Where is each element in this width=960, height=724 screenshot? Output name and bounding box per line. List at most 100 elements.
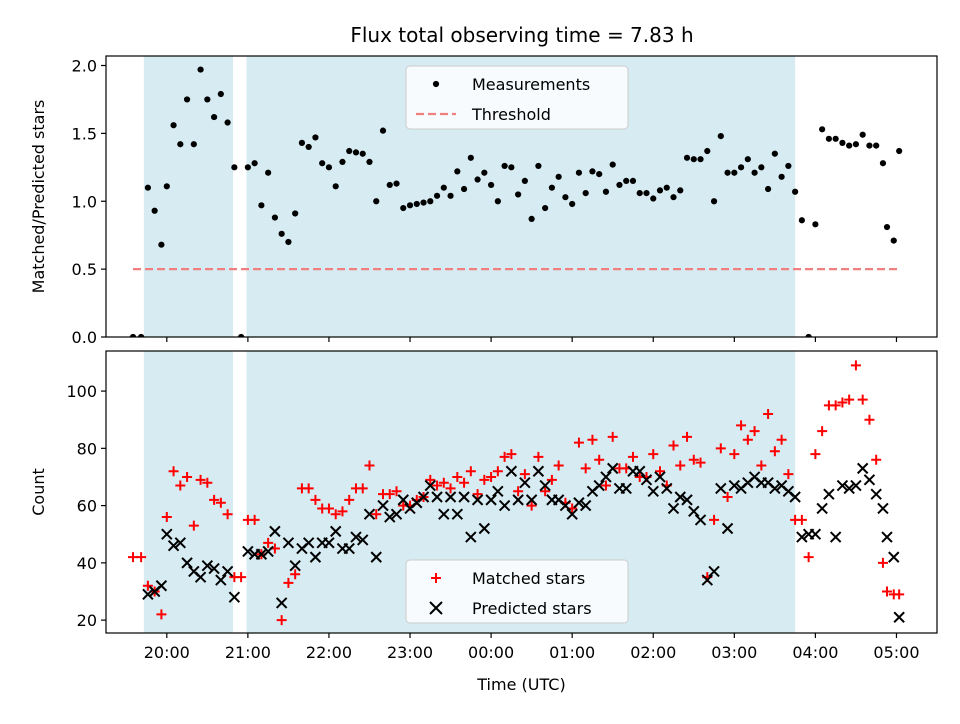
- predicted-star-marker: [255, 548, 268, 560]
- predicted-star-marker: [194, 571, 207, 583]
- measurement-point: [501, 162, 508, 170]
- matched-star-marker: [303, 483, 314, 494]
- predicted-star-marker: [262, 545, 274, 558]
- predicted-star-marker: [573, 497, 585, 509]
- matched-star-marker: [263, 537, 274, 548]
- matched-star-marker: [330, 509, 341, 520]
- measurement-point: [582, 190, 589, 197]
- measurement-point: [373, 198, 380, 205]
- predicted-star-marker: [606, 462, 619, 475]
- predicted-star-marker: [167, 539, 180, 552]
- matched-star-marker: [479, 474, 490, 485]
- measurement-point: [609, 161, 616, 168]
- predicted-star-marker: [881, 531, 893, 543]
- legend-marker-matched: [431, 573, 441, 583]
- measurement-point: [535, 162, 542, 170]
- legend-label: Predicted stars: [472, 599, 592, 618]
- matched-star-marker: [156, 609, 167, 620]
- y-tick-label: 0.0: [72, 328, 97, 347]
- legend-box: [405, 65, 629, 130]
- legend-label: Measurements: [472, 75, 590, 94]
- measurement-point: [244, 164, 251, 171]
- predicted-star-marker: [559, 499, 572, 512]
- matched-star-marker: [580, 463, 591, 474]
- matched-star-marker: [830, 400, 841, 411]
- x-tick-label: 01:00: [549, 643, 595, 662]
- predicted-star-marker: [329, 525, 342, 538]
- measurement-point: [751, 169, 758, 176]
- predicted-star-marker: [647, 485, 659, 497]
- y-tick-label: 80: [77, 439, 97, 458]
- measurement-point: [312, 134, 319, 141]
- measurement-point: [896, 147, 903, 155]
- matched-star-marker: [607, 431, 618, 442]
- predicted-star-marker: [512, 494, 524, 506]
- measurement-point: [812, 221, 819, 228]
- predicted-star-marker: [769, 482, 781, 495]
- predicted-star-marker: [242, 545, 254, 558]
- x-tick-label: 23:00: [387, 643, 433, 662]
- matched-star-marker: [655, 466, 665, 477]
- measurement-point: [623, 177, 630, 184]
- predicted-star-marker: [444, 491, 457, 503]
- measurement-point: [764, 185, 772, 193]
- legend-label: Matched stars: [472, 569, 585, 588]
- measurement-point: [231, 164, 238, 171]
- y-axis-label: Matched/Predicted stars: [29, 100, 48, 294]
- predicted-star-marker: [701, 574, 714, 586]
- observing-span: [143, 351, 234, 633]
- matched-star-marker: [209, 494, 220, 505]
- predicted-star-marker: [681, 494, 693, 506]
- measurement-point: [643, 190, 650, 197]
- matched-star-marker: [391, 486, 402, 497]
- x-tick-label: 22:00: [306, 643, 352, 662]
- measurement-point: [710, 198, 718, 205]
- predicted-star-marker: [397, 494, 409, 506]
- predicted-star-marker: [600, 471, 612, 483]
- measurement-point: [460, 185, 468, 193]
- predicted-star-marker: [458, 491, 470, 503]
- matched-star-marker: [323, 503, 334, 514]
- measurement-point: [420, 199, 427, 206]
- matched-star-marker: [715, 443, 726, 454]
- matched-star-marker: [756, 460, 767, 471]
- measurement-point: [663, 184, 670, 191]
- measurement-point: [258, 202, 265, 209]
- predicted-star-marker: [888, 551, 900, 563]
- predicted-star-marker: [789, 491, 801, 503]
- predicted-star-marker: [275, 597, 288, 609]
- measurement-point: [379, 127, 387, 134]
- measurement-point: [596, 171, 603, 178]
- measurement-point: [589, 168, 596, 175]
- measurement-point: [569, 200, 576, 208]
- matched-star-marker: [877, 557, 888, 568]
- matched-star-marker: [202, 477, 213, 488]
- matched-star-marker: [357, 483, 368, 494]
- predicted-star-marker: [323, 537, 335, 549]
- predicted-star-marker: [370, 551, 382, 563]
- measurement-point: [704, 147, 711, 155]
- predicted-star-marker: [877, 502, 889, 515]
- predicted-star-marker: [465, 531, 477, 543]
- matched-star-marker: [546, 474, 557, 485]
- measurement-point: [487, 181, 495, 189]
- predicted-star-marker: [208, 562, 220, 575]
- matched-star-marker: [465, 466, 476, 477]
- matched-star-marker: [283, 577, 294, 588]
- measurement-point: [481, 169, 488, 176]
- measurement-point: [825, 135, 833, 142]
- predicted-star-marker: [350, 531, 362, 543]
- measurement-point: [629, 177, 637, 184]
- predicted-star-marker: [221, 565, 234, 578]
- measurement-point: [521, 177, 528, 184]
- matched-star-marker: [675, 460, 686, 471]
- predicted-star-marker: [478, 522, 491, 535]
- predicted-star-marker: [377, 499, 389, 512]
- matched-star-marker: [452, 471, 463, 482]
- y-tick-label: 60: [77, 497, 97, 516]
- matched-star-marker: [594, 454, 605, 465]
- matched-star-marker: [695, 457, 706, 468]
- measurement-point: [528, 215, 535, 222]
- measurement-point: [400, 204, 407, 212]
